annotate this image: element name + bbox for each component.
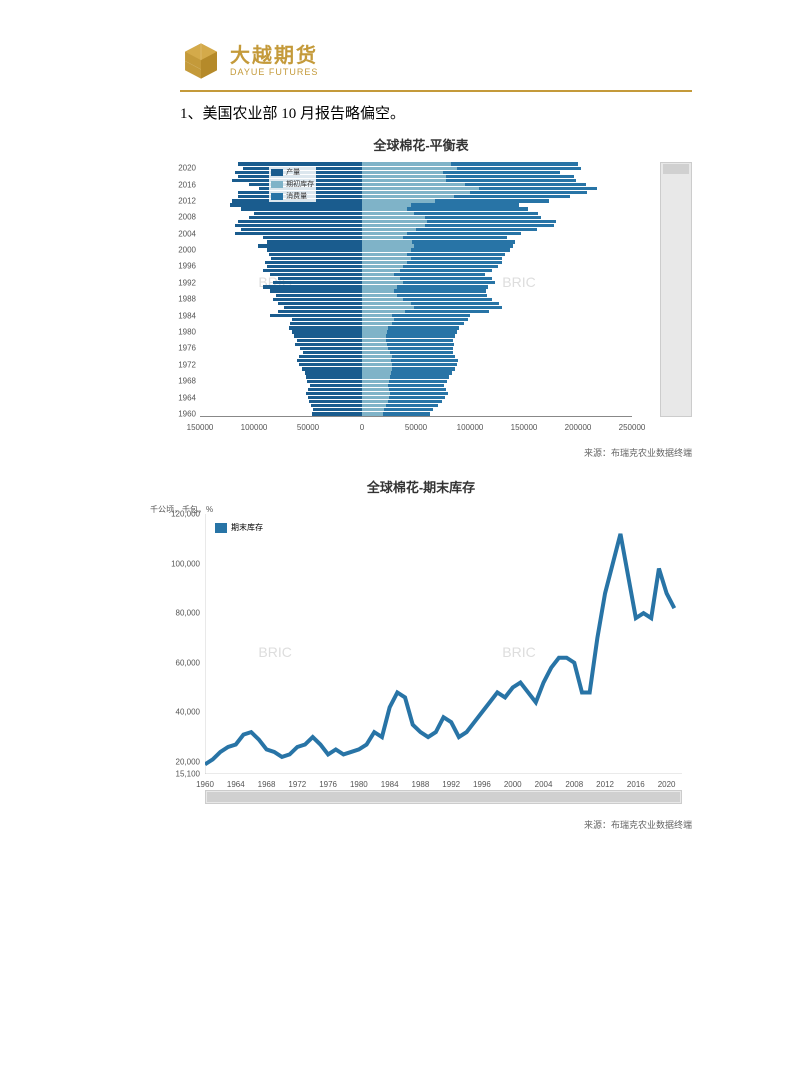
y-axis-label: 2016 [162,180,196,189]
x-axis-label: 100000 [241,423,268,432]
y-axis-label: 1988 [162,295,196,304]
y-axis-label: 100,000 [155,559,200,568]
y-axis-label: 2020 [162,164,196,173]
x-axis-label: 50000 [405,423,427,432]
chart2-scrollbar[interactable] [205,790,682,804]
header-divider [180,90,692,92]
chart2-legend: 期末库存 [215,522,263,533]
balance-chart: BRIC BRIC 产量 期初库存 消费量 202020162012200820… [150,162,692,442]
x-axis-label: 0 [360,423,364,432]
y-axis-label: 1972 [162,360,196,369]
y-axis-label: 2012 [162,196,196,205]
bar-row [200,412,632,416]
x-axis-label: 1960 [196,780,214,789]
x-axis-label: 1980 [350,780,368,789]
x-axis-label: 150000 [511,423,538,432]
y-axis-label: 15,100 [155,770,200,779]
y-axis-label: 1980 [162,328,196,337]
x-axis-label: 1992 [442,780,460,789]
line-chart: 千公顷，千包，% BRIC BRIC 期末库存 15,10020,00040,0… [150,504,692,814]
logo-en: DAYUE FUTURES [230,68,318,77]
x-axis-label: 1984 [381,780,399,789]
x-axis-label: 150000 [187,423,214,432]
y-axis-label: 1996 [162,262,196,271]
section-heading: 1、美国农业部 10 月报告略偏空。 [180,102,752,123]
y-axis-label: 40,000 [155,708,200,717]
y-axis-label: 1968 [162,377,196,386]
chart1-legend: 产量 期初库存 消费量 [269,166,316,202]
x-axis-label: 1976 [319,780,337,789]
x-axis-label: 100000 [457,423,484,432]
x-axis-label: 2008 [565,780,583,789]
y-axis-label: 1964 [162,393,196,402]
y-axis-label: 1976 [162,344,196,353]
legend-label: 期初库存 [286,179,314,189]
legend-label: 期末库存 [231,522,263,533]
x-axis-label: 2016 [627,780,645,789]
x-axis-label: 1988 [412,780,430,789]
y-axis-label: 1960 [162,409,196,418]
y-axis-label: 120,000 [155,510,200,519]
y-axis-label: 60,000 [155,658,200,667]
logo-block: 大越期货 DAYUE FUTURES [180,40,752,82]
y-axis-label: 2004 [162,229,196,238]
legend-label: 产量 [286,167,300,177]
logo-cn: 大越期货 [230,46,318,66]
y-axis-label: 1984 [162,311,196,320]
y-axis-label: 1992 [162,278,196,287]
y-axis-label: 80,000 [155,609,200,618]
x-axis-label: 2020 [658,780,676,789]
x-axis-label: 50000 [297,423,319,432]
x-axis-label: 2012 [596,780,614,789]
x-axis-label: 2004 [535,780,553,789]
x-axis-label: 250000 [619,423,646,432]
x-axis-label: 2000 [504,780,522,789]
y-axis-label: 2000 [162,246,196,255]
logo-icon [180,40,222,82]
chart1-scrollbar[interactable] [660,162,692,417]
x-axis-label: 1996 [473,780,491,789]
chart2-title: 全球棉花-期末库存 [150,477,692,496]
x-axis-label: 1968 [258,780,276,789]
legend-label: 消费量 [286,191,307,201]
y-axis-label: 20,000 [155,757,200,766]
x-axis-label: 1964 [227,780,245,789]
y-axis-label: 2008 [162,213,196,222]
chart2-source: 来源：布瑞克农业数据终端 [150,818,692,831]
x-axis-label: 1972 [288,780,306,789]
x-axis-label: 200000 [565,423,592,432]
chart1-source: 来源：布瑞克农业数据终端 [150,446,692,459]
chart1-title: 全球棉花-平衡表 [150,135,692,154]
